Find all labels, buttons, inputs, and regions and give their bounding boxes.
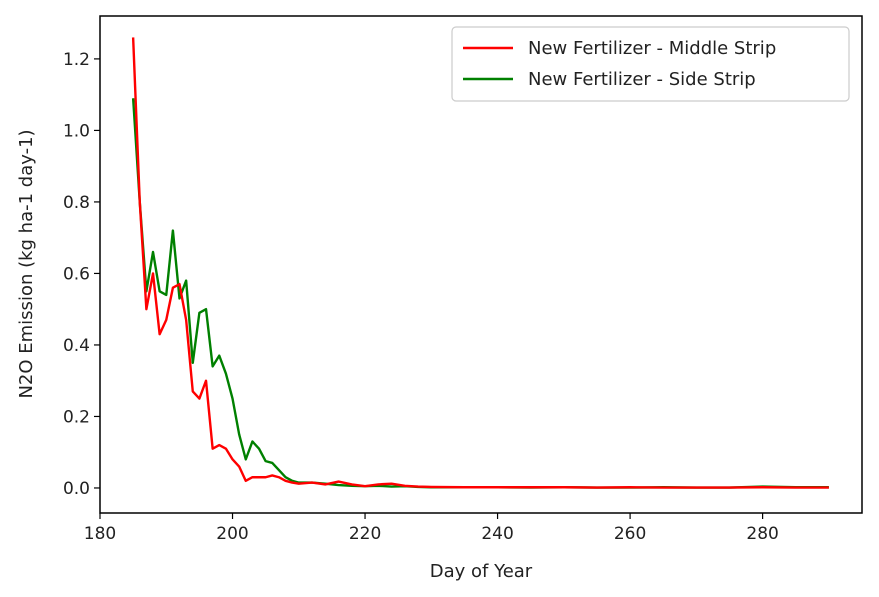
x-tick-label: 200: [216, 524, 248, 544]
y-tick-label: 0.8: [63, 193, 90, 213]
legend-label-middle-strip: New Fertilizer - Middle Strip: [528, 38, 776, 59]
y-tick-label: 0.2: [63, 407, 90, 427]
y-tick-label: 0.0: [63, 479, 90, 499]
y-tick-label: 0.6: [63, 264, 90, 284]
y-tick-label: 0.4: [63, 336, 90, 356]
legend-label-side-strip: New Fertilizer - Side Strip: [528, 69, 756, 90]
legend: New Fertilizer - Middle Strip New Fertil…: [451, 26, 850, 102]
x-tick-label: 280: [746, 524, 778, 544]
x-tick-label: 220: [349, 524, 381, 544]
y-tick-label: 1.0: [63, 121, 90, 141]
x-axis-ticks: 180 200 220 240 260 280: [84, 513, 779, 544]
y-axis-ticks: 0.0 0.2 0.4 0.6 0.8 1.0 1.2: [63, 50, 100, 499]
x-tick-label: 180: [84, 524, 116, 544]
x-tick-label: 240: [481, 524, 513, 544]
x-axis-label: Day of Year: [430, 561, 533, 582]
series-line-middle-strip: [131, 37, 829, 489]
x-tick-label: 260: [614, 524, 646, 544]
y-tick-label: 1.2: [63, 50, 90, 70]
y-axis-label: N2O Emission (kg ha-1 day-1): [16, 129, 37, 398]
series-layer: [131, 37, 829, 489]
legend-box: [451, 26, 850, 102]
